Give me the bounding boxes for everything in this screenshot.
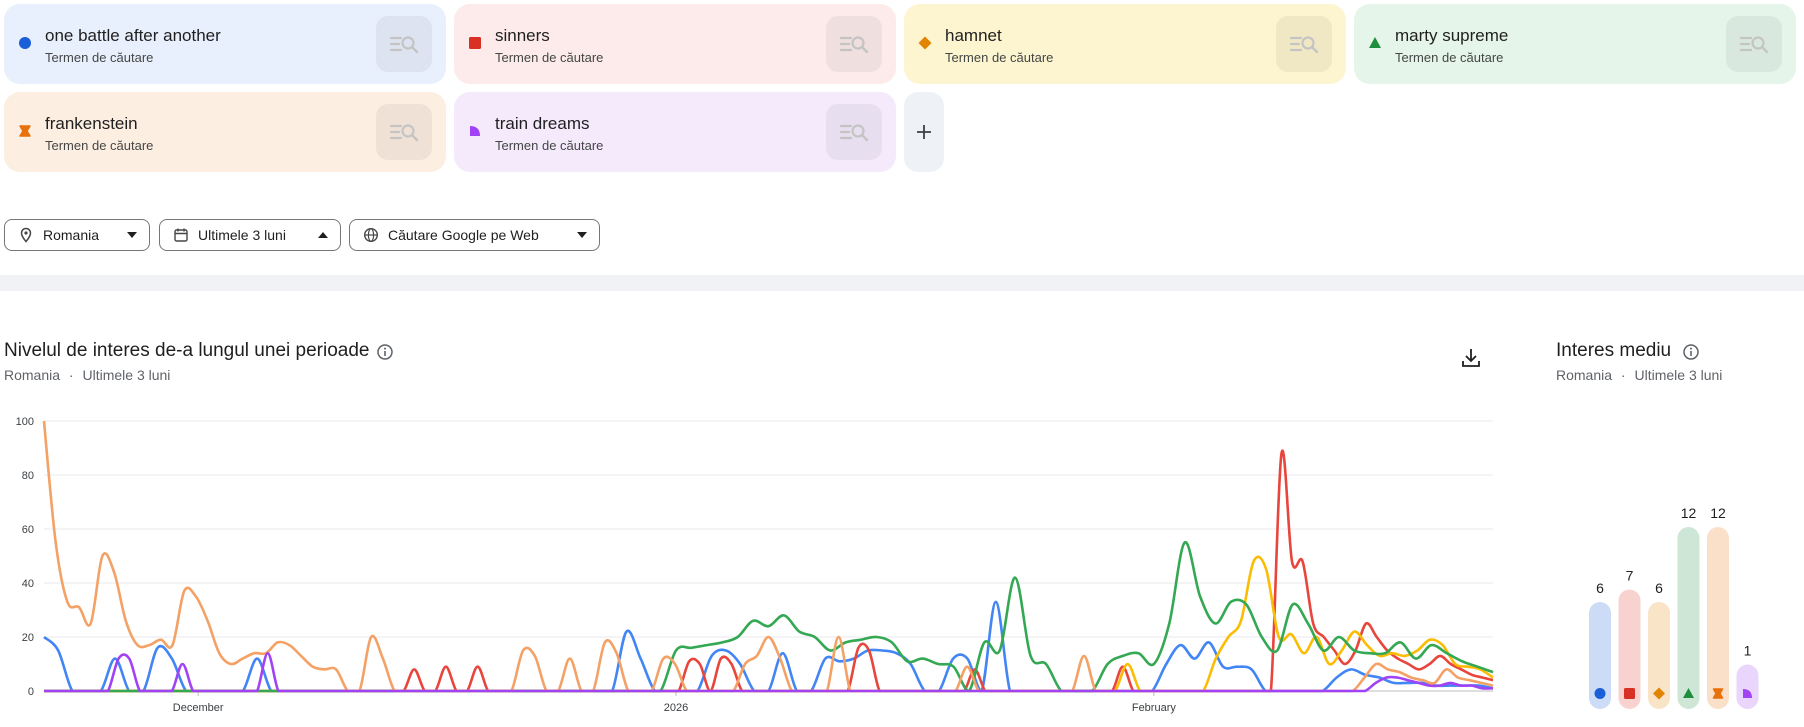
term-card[interactable]: sinners Termen de căutare [454, 4, 896, 84]
term-type: Termen de căutare [495, 50, 604, 65]
compare-search-button[interactable] [1726, 16, 1782, 72]
average-value-label: 7 [1626, 568, 1634, 584]
average-interest-chart: 6 7 6 12 12 1 [1589, 505, 1759, 710]
location-filter[interactable]: Romania [4, 219, 150, 251]
term-type: Termen de căutare [495, 138, 604, 153]
term-card[interactable]: frankenstein Termen de căutare [4, 92, 446, 172]
info-icon[interactable] [1682, 343, 1700, 361]
search-list-icon [389, 124, 419, 142]
average-interest-subtitle: Romania · Ultimele 3 luni [1556, 367, 1722, 383]
chart-sub-period: Ultimele 3 luni [82, 367, 171, 383]
period-filter[interactable]: Ultimele 3 luni [159, 219, 341, 251]
term-type: Termen de căutare [45, 50, 154, 65]
average-bar[interactable] [1648, 602, 1670, 709]
chart-sub-location: Romania [4, 367, 61, 383]
term-card[interactable]: train dreams Termen de căutare [454, 92, 896, 172]
average-bar[interactable] [1736, 664, 1759, 710]
series-marker-icon [918, 36, 932, 50]
compare-search-button[interactable] [376, 104, 432, 160]
series-marker-icon [1624, 688, 1635, 699]
interest-over-time-chart: 0 20 40 60 80 100 December 2026 February [16, 416, 1494, 714]
calendar-icon [172, 226, 190, 244]
search-list-icon [839, 124, 869, 142]
series-marker-icon [1368, 36, 1382, 50]
source-filter[interactable]: Căutare Google pe Web [349, 219, 600, 251]
y-tick-label: 0 [28, 686, 34, 698]
search-list-icon [389, 36, 419, 54]
average-bar[interactable] [1707, 527, 1729, 709]
series-marker-icon [18, 36, 32, 50]
term-card[interactable]: hamnet Termen de căutare [904, 4, 1346, 84]
source-filter-label: Căutare Google pe Web [388, 227, 539, 243]
average-bar[interactable] [1589, 602, 1611, 709]
compare-search-button[interactable] [826, 16, 882, 72]
location-filter-label: Romania [43, 227, 100, 243]
chart-title-text: Nivelul de interes de-a lungul unei peri… [4, 340, 370, 361]
average-interest-title-text: Interes mediu [1556, 340, 1672, 361]
term-name: one battle after another [45, 26, 221, 45]
avg-sub-separator: · [1620, 367, 1626, 383]
average-value-label: 12 [1710, 505, 1726, 521]
series-line[interactable] [43, 651, 1494, 693]
series-marker-icon [1683, 688, 1694, 698]
series-marker-icon [18, 124, 32, 138]
location-pin-icon [17, 226, 35, 244]
search-list-icon [839, 36, 869, 54]
info-icon[interactable] [376, 343, 394, 361]
section-divider [0, 275, 1804, 291]
average-value-label: 1 [1744, 643, 1752, 659]
term-name: train dreams [495, 114, 590, 133]
term-card[interactable]: one battle after another Termen de căutar… [4, 4, 446, 84]
compare-search-button[interactable] [376, 16, 432, 72]
x-tick-label: 2026 [664, 702, 688, 714]
chart-subtitle: Romania · Ultimele 3 luni [4, 367, 170, 383]
globe-icon [362, 226, 380, 244]
avg-sub-period: Ultimele 3 luni [1634, 367, 1723, 383]
average-bar[interactable] [1677, 527, 1700, 709]
term-name: sinners [495, 26, 550, 45]
y-tick-label: 100 [16, 416, 34, 428]
series-marker-icon [1653, 687, 1665, 700]
average-value-label: 6 [1596, 580, 1604, 596]
x-tick-label: December [173, 702, 224, 714]
chart-title: Nivelul de interes de-a lungul unei peri… [4, 340, 369, 362]
series-marker-icon [468, 124, 482, 138]
y-tick-label: 60 [22, 524, 34, 536]
compare-search-button[interactable] [826, 104, 882, 160]
series-marker-icon [468, 36, 482, 50]
term-type: Termen de căutare [1395, 50, 1504, 65]
average-value-label: 6 [1655, 580, 1663, 596]
term-name: hamnet [945, 26, 1002, 45]
add-term-button[interactable] [904, 92, 944, 172]
chevron-down-icon [127, 232, 137, 238]
term-type: Termen de căutare [945, 50, 1054, 65]
avg-sub-location: Romania [1556, 367, 1613, 383]
series-marker-icon [1743, 689, 1752, 698]
term-card[interactable]: marty supreme Termen de căutare [1354, 4, 1796, 84]
x-tick-label: February [1132, 702, 1177, 714]
series-marker-icon [1594, 688, 1606, 699]
chevron-down-icon [577, 232, 587, 238]
y-tick-label: 40 [22, 578, 34, 590]
period-filter-label: Ultimele 3 luni [198, 227, 286, 243]
plus-icon [917, 125, 931, 139]
average-value-label: 12 [1681, 505, 1697, 521]
average-bar[interactable] [1618, 589, 1641, 710]
term-type: Termen de căutare [45, 138, 154, 153]
y-tick-label: 20 [22, 632, 34, 644]
compare-search-button[interactable] [1276, 16, 1332, 72]
search-list-icon [1289, 36, 1319, 54]
term-name: frankenstein [45, 114, 138, 133]
y-tick-label: 80 [22, 470, 34, 482]
download-icon[interactable] [1460, 346, 1482, 370]
chevron-up-icon [318, 232, 328, 238]
search-list-icon [1739, 36, 1769, 54]
term-name: marty supreme [1395, 26, 1509, 45]
average-interest-title: Interes mediu [1556, 340, 1671, 362]
series-marker-icon [1712, 688, 1724, 699]
chart-sub-separator: · [68, 367, 74, 383]
